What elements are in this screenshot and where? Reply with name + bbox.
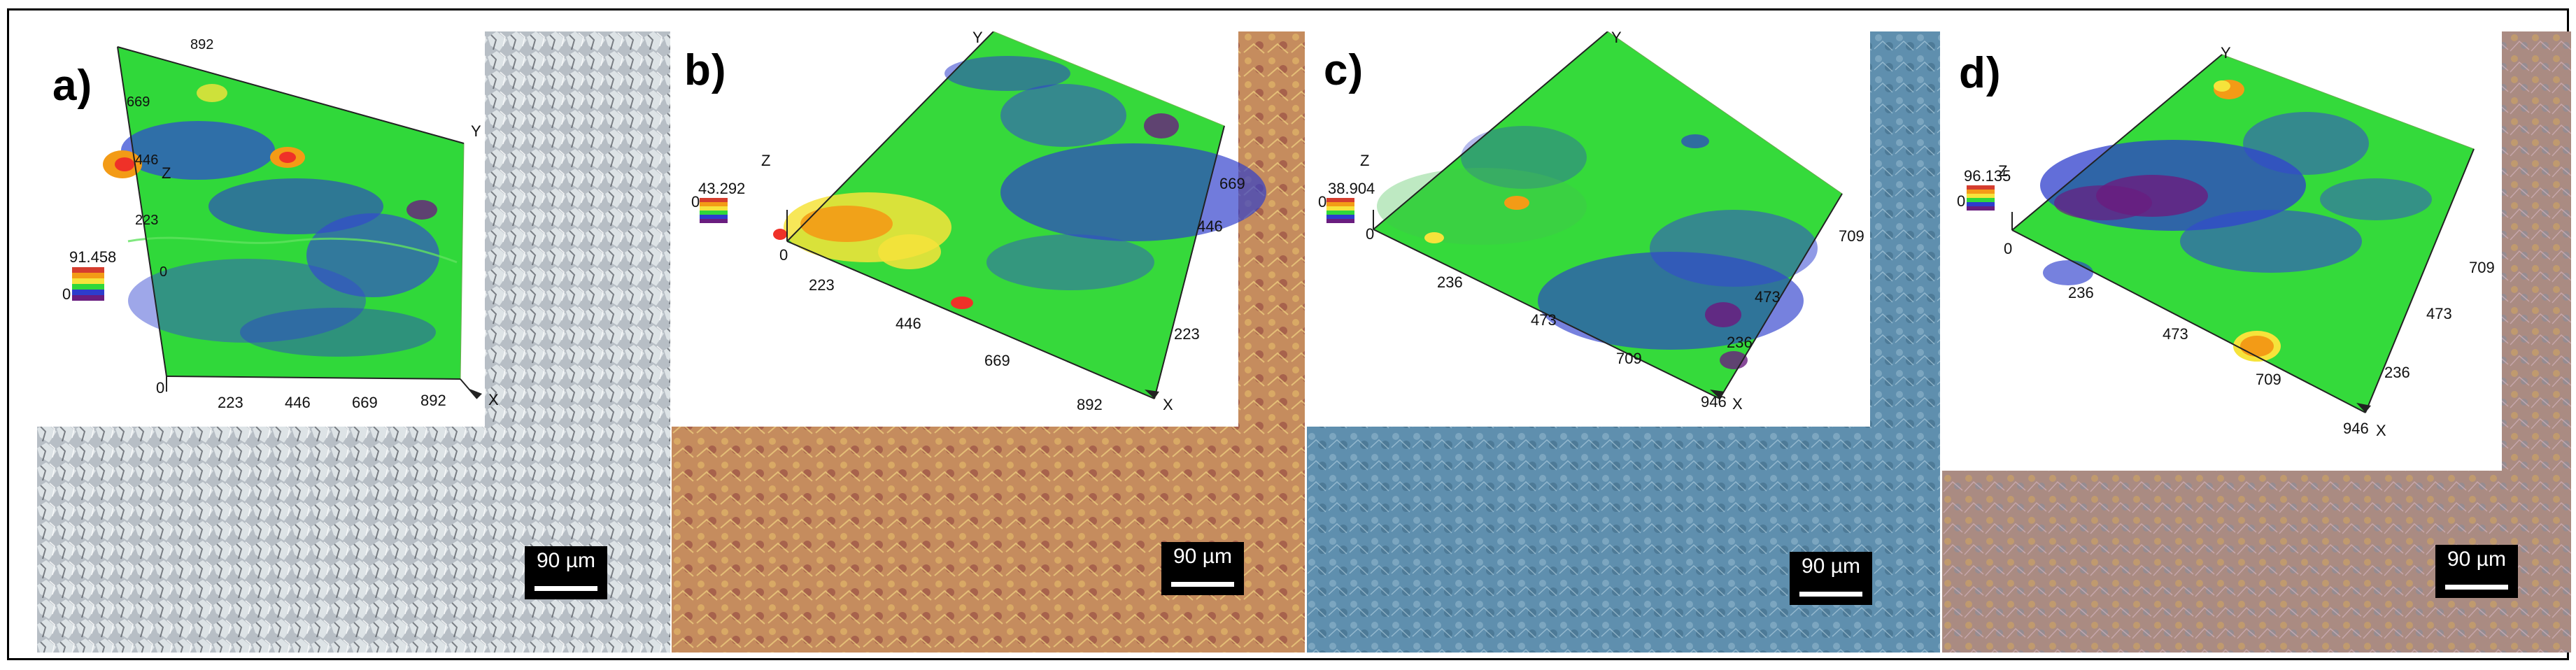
panel-b-ytick: 446 — [1197, 218, 1223, 235]
panel-c-scale-label: 90 µm — [1802, 555, 1860, 578]
panel-a-label: a) — [52, 62, 93, 110]
panel-a-xtick: 892 — [420, 392, 446, 409]
panel-a-x-axis: X — [488, 391, 499, 408]
panel-c-x-axis: X — [1732, 395, 1743, 413]
panel-d-xtick: 709 — [2256, 371, 2281, 388]
panel-b-zmax: 43.292 — [698, 180, 745, 197]
panel-c-y-axis: Y — [1611, 31, 1622, 46]
panel-d-xtick: 236 — [2068, 284, 2094, 301]
panel-d-x-axis: X — [2376, 422, 2386, 439]
panel-a-ytick: 223 — [135, 213, 158, 228]
panel-d-origin: 0 — [2004, 240, 2012, 257]
panel-c-scale-line — [1799, 592, 1862, 597]
panel-a: 91.458 0 0 223 446 669 892 892 669 446 2… — [37, 31, 670, 653]
panel-a-xtick: 669 — [352, 394, 378, 411]
panel-c-scale-bar: 90 µm — [1790, 552, 1872, 605]
panel-c-graphic: 38.904 0 0 236 473 709 946 236 473 709 X… — [1307, 31, 1940, 653]
panel-c-xtick: 473 — [1531, 311, 1557, 329]
panel-c: 38.904 0 0 236 473 709 946 236 473 709 X… — [1307, 31, 1940, 653]
panel-b-scale-line — [1171, 582, 1234, 587]
panel-c-z-axis: Z — [1360, 152, 1369, 169]
panel-a-graphic: 91.458 0 0 223 446 669 892 892 669 446 2… — [37, 31, 670, 653]
panel-c-ytick: 473 — [1755, 288, 1781, 306]
panel-b-xtick: 223 — [809, 276, 835, 294]
panel-b-scale-label: 90 µm — [1173, 545, 1232, 568]
panel-d-scale-line — [2445, 585, 2508, 590]
panel-c-origin: 0 — [1366, 225, 1374, 243]
panel-a-xtick: 0 — [156, 379, 164, 397]
panel-c-zmin: 0 — [1318, 193, 1326, 211]
panel-a-y-axis: Y — [471, 122, 481, 140]
panel-b-y-axis: Y — [972, 31, 983, 46]
panel-d-label: d) — [1959, 49, 2002, 97]
panel-d-y-axis: Y — [2221, 44, 2231, 62]
panel-a-zmax: 91.458 — [69, 248, 116, 266]
panel-b-ytick: 223 — [1174, 325, 1200, 343]
panel-a-zmin: 0 — [62, 285, 71, 303]
panel-d-scale-bar: 90 µm — [2435, 545, 2518, 598]
panel-b-ytick: 669 — [1219, 175, 1245, 192]
panel-a-ytick: 446 — [135, 152, 158, 168]
figure-frame: 91.458 0 0 223 446 669 892 892 669 446 2… — [7, 8, 2571, 660]
panel-a-ytick: 0 — [160, 264, 167, 280]
panel-d-ytick: 473 — [2426, 305, 2452, 322]
panel-b-label: b) — [684, 46, 727, 94]
panel-a-scale-line — [535, 586, 597, 591]
panel-a-xtick: 446 — [285, 394, 311, 411]
panel-c-label: c) — [1324, 46, 1364, 94]
panel-d-zmin: 0 — [1957, 192, 1965, 210]
panel-a-ytick: 669 — [127, 94, 150, 110]
panel-d-ytick: 236 — [2384, 364, 2410, 381]
panel-a-scale-bar: 90 µm — [525, 546, 607, 599]
panel-b-zmin: 0 — [691, 193, 700, 211]
panel-b-xtick: 669 — [984, 352, 1010, 369]
panel-d-z-axis: Z — [1998, 162, 2007, 180]
panel-d: 96.135 0 0 236 473 709 946 236 473 709 X… — [1942, 31, 2571, 653]
panel-c-ytick: 236 — [1727, 334, 1753, 351]
panel-b-xtick: 892 — [1077, 396, 1103, 413]
panel-d-zmax: 96.135 — [1964, 167, 2011, 185]
panel-c-zmax: 38.904 — [1328, 180, 1375, 197]
panel-a-scale-label: 90 µm — [537, 549, 595, 572]
panel-a-xtick: 223 — [218, 394, 243, 411]
panel-d-scale-label: 90 µm — [2447, 548, 2506, 571]
panel-a-ytick: 892 — [190, 37, 213, 52]
panel-b-z-axis: Z — [761, 152, 770, 169]
panel-c-ytick: 709 — [1839, 227, 1864, 245]
panel-b-scale-bar: 90 µm — [1161, 542, 1244, 595]
panel-d-ytick: 709 — [2469, 259, 2495, 276]
panel-c-xtick: 946 — [1701, 393, 1727, 411]
panel-b-xtick: 446 — [896, 315, 921, 332]
panel-b: 43.292 0 0 223 446 669 892 223 446 669 X… — [672, 31, 1305, 653]
panel-b-x-axis: X — [1163, 396, 1173, 413]
panel-d-xtick: 473 — [2163, 325, 2188, 343]
panel-c-xtick: 236 — [1437, 273, 1463, 291]
panel-a-z-axis: Z — [162, 164, 171, 182]
panel-c-xtick: 709 — [1616, 350, 1642, 367]
panel-d-graphic: 96.135 0 0 236 473 709 946 236 473 709 X… — [1942, 31, 2571, 653]
panel-b-origin: 0 — [779, 246, 788, 264]
panel-d-xtick: 946 — [2343, 420, 2369, 437]
